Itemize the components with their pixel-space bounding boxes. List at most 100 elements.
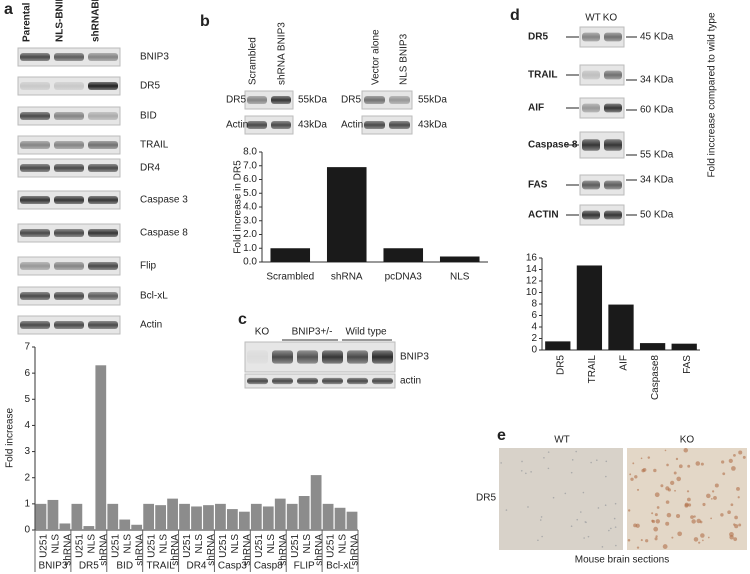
blot-band <box>582 32 600 42</box>
y-axis-label: Fold inccrease compared to wild type <box>707 12 718 178</box>
blot-band <box>20 262 50 270</box>
bar <box>167 498 178 530</box>
blot-band <box>88 164 118 172</box>
cell-dot <box>521 460 523 463</box>
stain-dot <box>700 533 705 538</box>
stain-dot <box>698 541 701 544</box>
stain-dot <box>627 538 631 542</box>
stain-dot <box>696 518 701 524</box>
stain-dot <box>727 510 731 515</box>
blot-band <box>20 229 50 237</box>
blot-band <box>604 32 622 42</box>
y-tick-label: 2 <box>531 333 537 344</box>
panel-label: c <box>238 311 247 328</box>
stain-dot <box>690 515 694 519</box>
stain-dot <box>730 503 734 507</box>
cell-dot <box>570 471 573 474</box>
bar <box>639 343 666 350</box>
x-tick-label: U251 <box>39 534 50 558</box>
blot-label: DR5 <box>140 81 160 92</box>
bar <box>227 509 238 530</box>
blot-band <box>20 321 50 329</box>
stain-dot <box>710 517 713 520</box>
cell-dot <box>601 546 604 548</box>
stain-dot <box>630 477 634 481</box>
row-label: DR5 <box>476 493 496 504</box>
stain-dot <box>691 519 696 524</box>
group-label: DR4 <box>186 561 206 572</box>
blot-band <box>54 53 84 61</box>
blot-band <box>88 292 118 300</box>
bar <box>203 505 214 530</box>
blot-band <box>54 141 84 149</box>
blot-band <box>88 229 118 237</box>
cell-dot <box>584 521 587 523</box>
blot-label: BID <box>140 111 157 122</box>
lane-label: KO <box>603 13 618 24</box>
blot-band <box>20 164 50 172</box>
bar <box>262 506 274 530</box>
stain-dot <box>713 496 717 500</box>
y-tick-label: 6 <box>531 310 537 321</box>
blot-band <box>20 112 50 120</box>
blot-strip <box>361 115 413 135</box>
blot-label: Actin <box>140 320 162 331</box>
x-tick-label: shRNA <box>314 534 325 566</box>
stain-dot <box>684 503 689 508</box>
stain-dot <box>676 476 682 482</box>
stain-dot <box>729 532 734 537</box>
x-tick-label: U251 <box>290 534 301 558</box>
stain-dot <box>674 489 676 492</box>
bar <box>238 511 250 530</box>
bar <box>95 365 107 530</box>
stain-dot <box>654 492 660 498</box>
y-tick-label: 2 <box>24 472 30 483</box>
blot-band <box>347 377 368 385</box>
cell-dot <box>520 469 523 472</box>
lane-label: Wild type <box>345 327 387 338</box>
cell-dot <box>541 535 543 538</box>
x-tick-label: U251 <box>254 534 265 558</box>
blot-label: BNIP3 <box>400 352 429 363</box>
blot-label: TRAIL <box>140 140 169 151</box>
stain-dot <box>641 468 645 473</box>
cell-dot <box>582 491 585 494</box>
y-tick-label: 3 <box>24 446 30 457</box>
stain-dot <box>675 457 679 461</box>
bar <box>215 503 226 530</box>
y-tick-label: 8.0 <box>243 147 257 158</box>
y-tick-label: 5 <box>24 394 30 405</box>
blot-label: Caspase 8 <box>140 228 188 239</box>
blot-band <box>364 121 385 129</box>
blot-band <box>271 121 291 129</box>
cell-dot <box>583 537 585 539</box>
bar <box>322 503 334 530</box>
blot-band <box>604 180 622 190</box>
stain-dot <box>712 490 715 493</box>
x-tick-label: shRNA <box>278 534 289 566</box>
stain-dot <box>734 524 739 529</box>
bar <box>671 343 697 350</box>
blot-band <box>20 196 50 204</box>
blot-band <box>389 121 410 129</box>
bar <box>179 503 190 530</box>
stain-dot <box>640 539 643 542</box>
x-tick-label: shRNA <box>134 534 145 566</box>
stain-dot <box>738 523 742 527</box>
blot-strip <box>244 115 294 135</box>
size-label: 43kDa <box>418 120 447 131</box>
bar <box>83 526 95 530</box>
blot-label: DR5 <box>341 95 361 106</box>
y-tick-label: 0.0 <box>243 257 257 268</box>
blot-band <box>247 121 267 129</box>
stain-dot <box>734 515 738 520</box>
y-tick-label: 5.0 <box>243 188 257 199</box>
cell-dot <box>605 460 608 463</box>
stain-dot <box>634 475 638 479</box>
blot-band <box>88 112 118 120</box>
stain-dot <box>635 523 640 528</box>
x-tick-label: pcDNA3 <box>385 272 423 283</box>
cell-dot <box>547 451 550 453</box>
stain-dot <box>737 496 740 499</box>
blot-band <box>364 96 385 104</box>
